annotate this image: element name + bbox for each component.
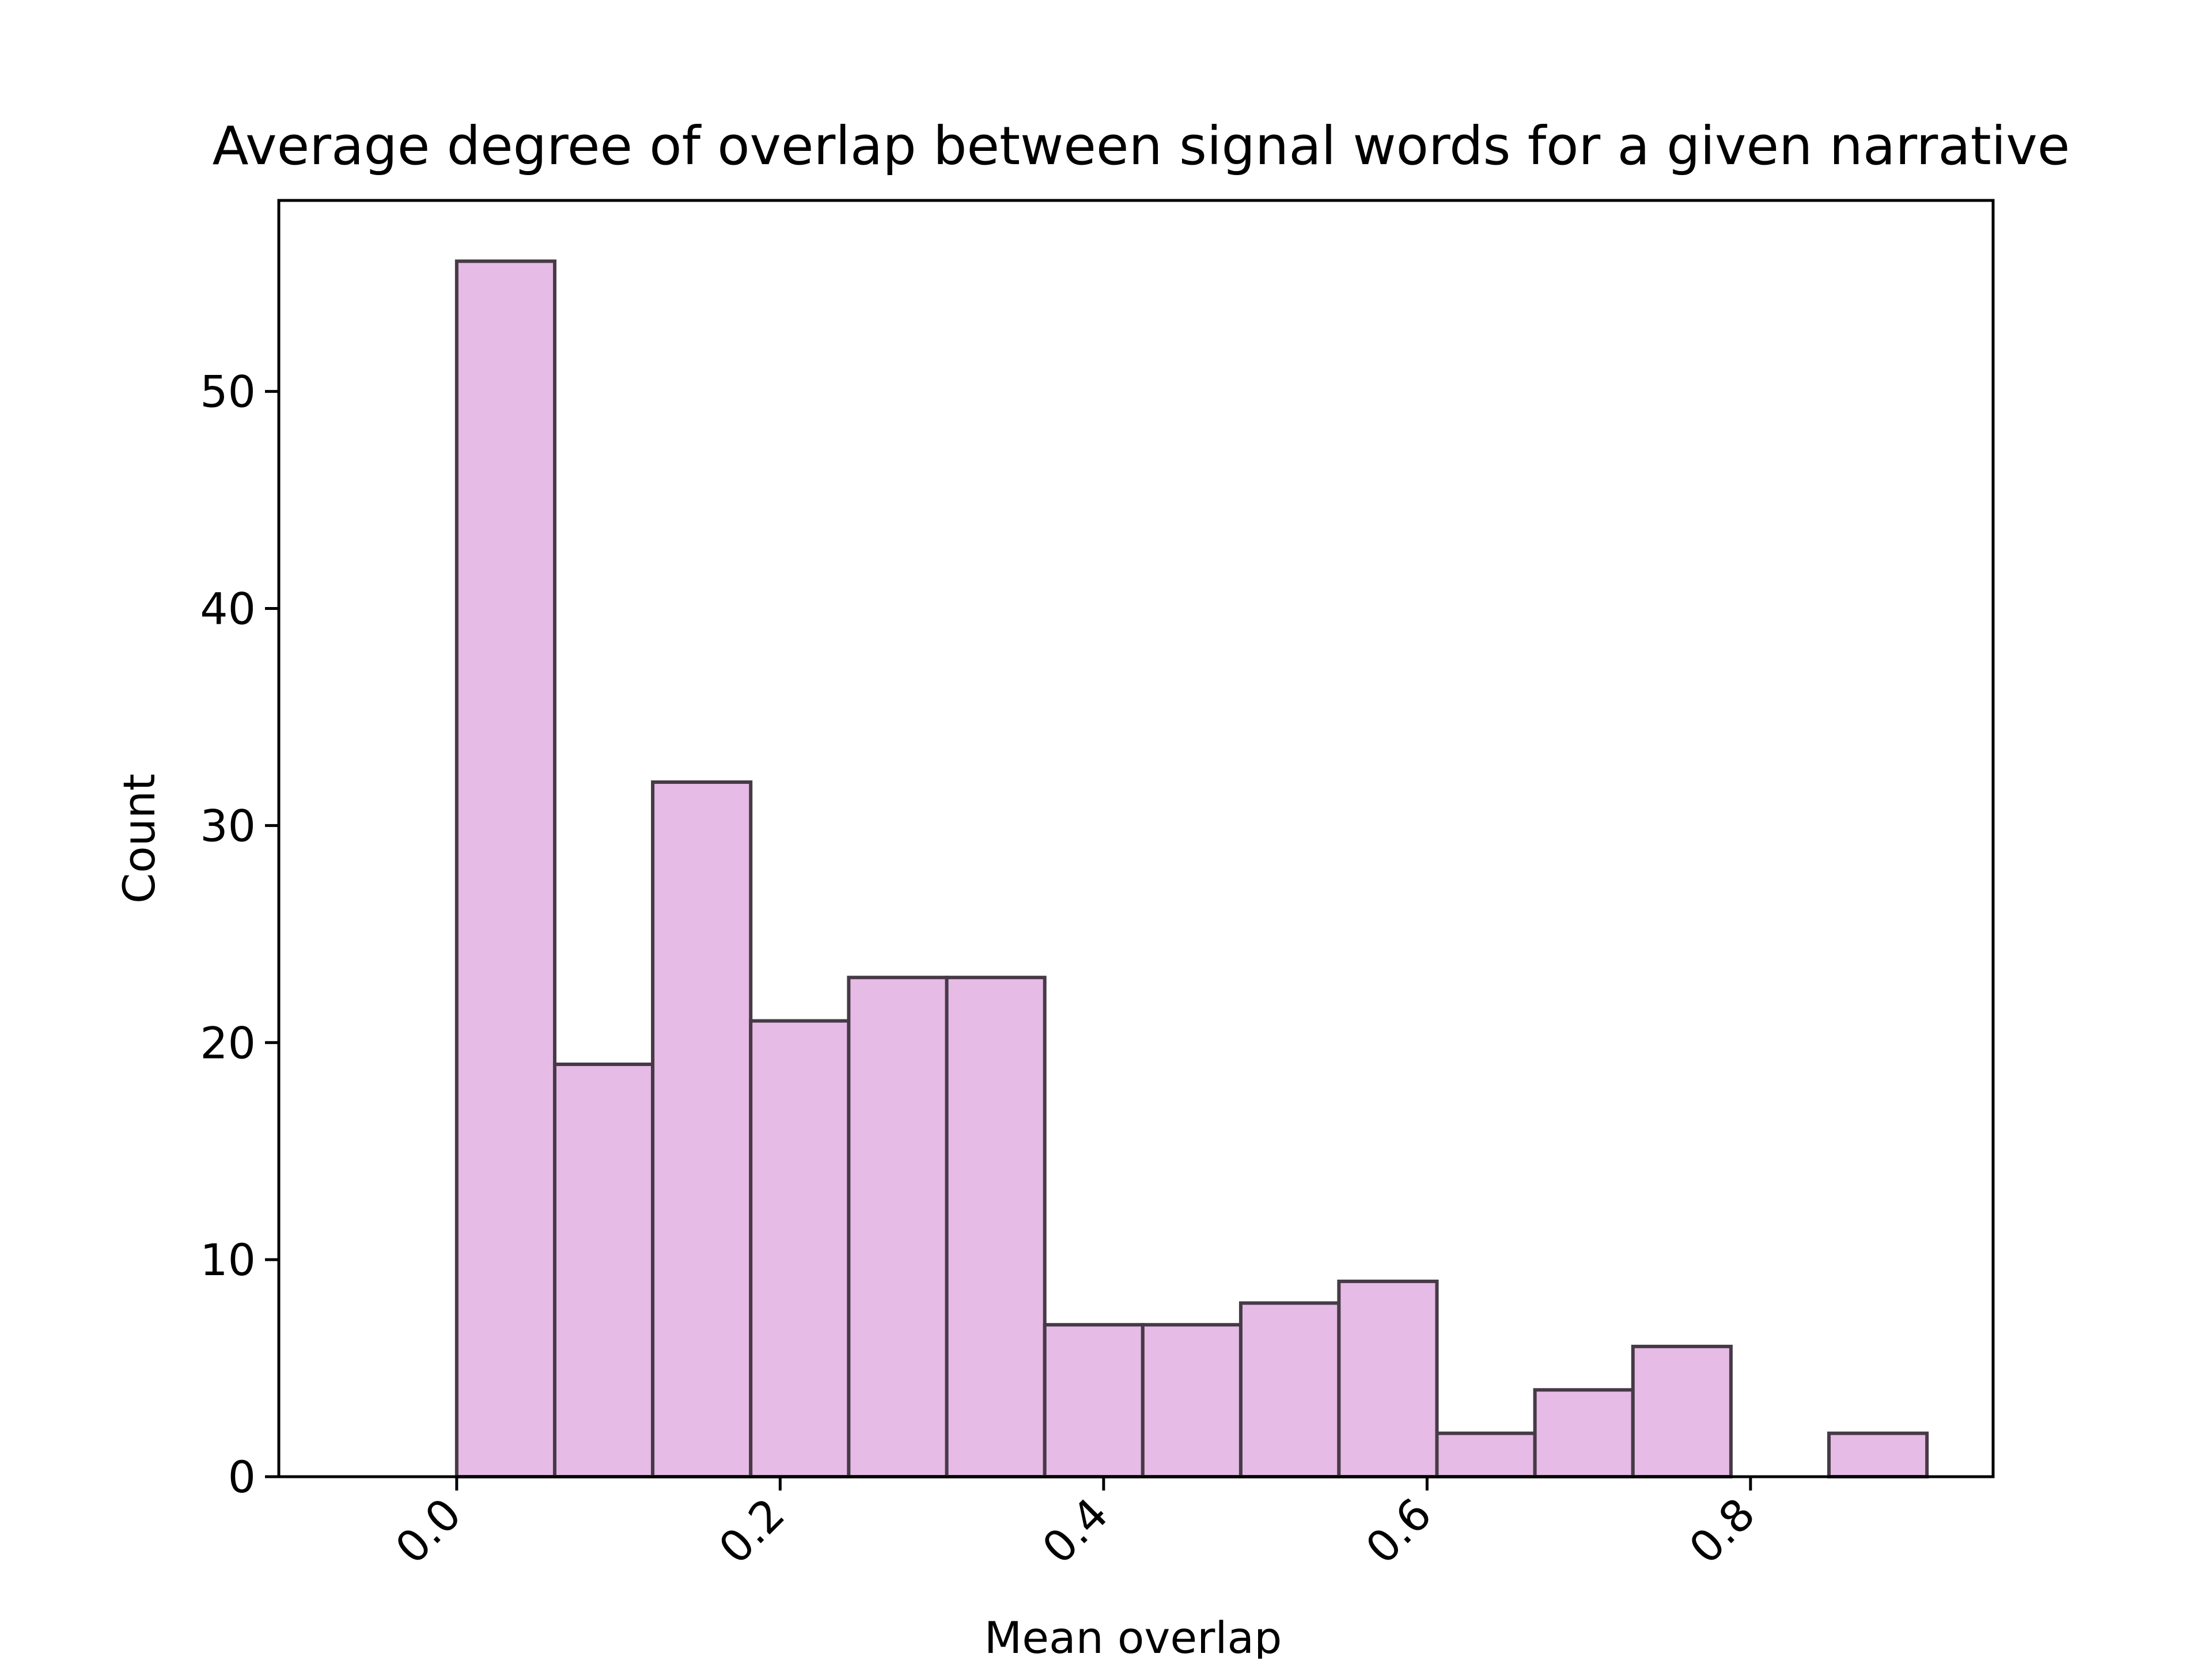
x-tick-label: 0.4: [1032, 1488, 1118, 1573]
y-axis-label: Count: [113, 773, 165, 904]
histogram-bar: [552, 1062, 655, 1478]
histogram-bar: [651, 780, 753, 1478]
y-tick-label: 50: [200, 366, 256, 418]
x-axis-label: Mean overlap: [984, 1612, 1282, 1659]
histogram-bar: [847, 976, 949, 1478]
histogram-bar: [749, 1019, 851, 1478]
histogram-bar: [1533, 1388, 1635, 1478]
y-tick-label: 40: [200, 583, 256, 635]
y-tick-label: 20: [200, 1017, 256, 1068]
y-tick-label: 0: [228, 1451, 256, 1503]
x-axis: 0.0 0.2 0.4 0.6 0.8: [385, 1477, 1765, 1573]
y-tick-label: 30: [200, 800, 256, 851]
y-axis: 0 10 20 30 40 50: [200, 366, 279, 1503]
plot-frame: [277, 199, 1995, 1478]
histogram-bar: [1435, 1431, 1537, 1478]
histogram-bar: [454, 259, 556, 1478]
bars-group: [454, 259, 1929, 1479]
histogram-bar: [945, 976, 1047, 1478]
histogram-bar: [1827, 1431, 1929, 1478]
histogram-bar: [1141, 1323, 1243, 1478]
y-tick-label: 10: [200, 1234, 256, 1285]
x-tick-label: 0.6: [1356, 1488, 1441, 1573]
histogram-bar: [1631, 1344, 1733, 1478]
x-tick-label: 0.8: [1679, 1488, 1764, 1573]
chart-title: Average degree of overlap between signal…: [213, 115, 2070, 177]
histogram-bar: [1337, 1279, 1439, 1479]
x-tick-label: 0.2: [709, 1488, 794, 1573]
histogram-bar: [1043, 1323, 1145, 1478]
histogram-bar: [1238, 1301, 1341, 1478]
x-tick-label: 0.0: [385, 1488, 471, 1573]
